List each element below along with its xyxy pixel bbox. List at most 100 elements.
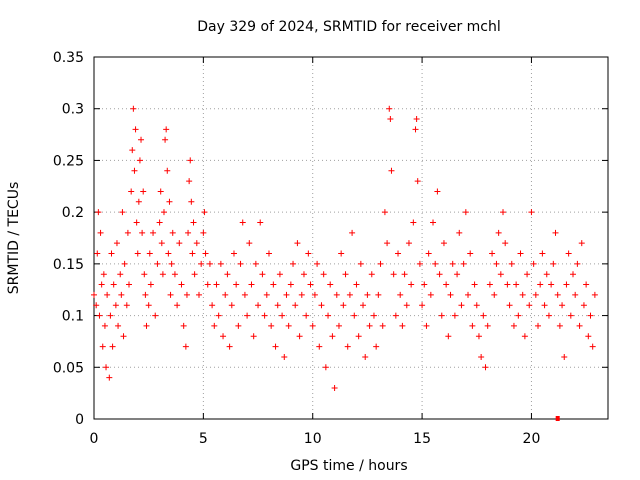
- chart-title: Day 329 of 2024, SRMTID for receiver mch…: [197, 19, 501, 35]
- data-point: [136, 157, 143, 164]
- data-point: [320, 271, 327, 278]
- data-point: [152, 312, 159, 319]
- data-point: [377, 260, 384, 267]
- data-point: [117, 271, 124, 278]
- data-point: [141, 271, 148, 278]
- data-point: [250, 333, 257, 340]
- data-point: [497, 271, 504, 278]
- data-point: [147, 281, 154, 288]
- data-point: [454, 271, 461, 278]
- data-point: [261, 312, 268, 319]
- data-point: [567, 312, 574, 319]
- data-point: [257, 219, 264, 226]
- data-point: [106, 374, 113, 381]
- data-point: [589, 343, 596, 350]
- data-point: [403, 302, 410, 309]
- x-tick-label: 20: [523, 431, 541, 447]
- data-point: [272, 343, 279, 350]
- data-point: [574, 260, 581, 267]
- x-axis-label: GPS time / hours: [290, 458, 407, 474]
- data-point: [554, 291, 561, 298]
- data-point: [392, 312, 399, 319]
- data-point: [130, 105, 137, 112]
- data-point: [395, 250, 402, 257]
- data-point: [124, 229, 131, 236]
- data-point: [432, 260, 439, 267]
- data-point: [355, 333, 362, 340]
- data-point: [405, 240, 412, 247]
- data-point: [100, 271, 107, 278]
- data-point: [329, 333, 336, 340]
- data-point: [370, 312, 377, 319]
- data-point: [239, 219, 246, 226]
- data-point: [357, 260, 364, 267]
- y-tick-label: 0.35: [53, 50, 84, 66]
- y-tick-label: 0: [75, 412, 84, 428]
- data-point: [307, 281, 314, 288]
- data-point: [201, 209, 208, 216]
- data-point: [340, 302, 347, 309]
- data-point: [167, 291, 174, 298]
- data-point: [213, 281, 220, 288]
- data-point: [113, 240, 120, 247]
- data-point: [107, 312, 114, 319]
- data-point: [427, 291, 434, 298]
- data-point: [180, 322, 187, 329]
- data-point-marker: [555, 416, 560, 421]
- data-point: [559, 302, 566, 309]
- data-point: [447, 291, 454, 298]
- data-point: [375, 291, 382, 298]
- data-point: [543, 271, 550, 278]
- data-point: [154, 260, 161, 267]
- data-point: [467, 250, 474, 257]
- data-point: [489, 250, 496, 257]
- data-point: [486, 281, 493, 288]
- data-point: [449, 260, 456, 267]
- data-point: [484, 322, 491, 329]
- data-point: [191, 271, 198, 278]
- data-point: [226, 343, 233, 350]
- data-point: [200, 229, 207, 236]
- data-point: [230, 250, 237, 257]
- data-point: [171, 271, 178, 278]
- data-point: [274, 302, 281, 309]
- data-point: [233, 281, 240, 288]
- data-point: [186, 178, 193, 185]
- data-point: [156, 219, 163, 226]
- data-point: [263, 291, 270, 298]
- data-point: [132, 126, 139, 133]
- data-point: [281, 353, 288, 360]
- data-point: [309, 322, 316, 329]
- data-point: [97, 229, 104, 236]
- data-point: [128, 188, 135, 195]
- data-point: [290, 260, 297, 267]
- data-point: [386, 105, 393, 112]
- data-point: [101, 322, 108, 329]
- data-point: [364, 291, 371, 298]
- data-point: [325, 312, 332, 319]
- data-point: [419, 302, 426, 309]
- data-point: [413, 116, 420, 123]
- y-tick-label: 0.2: [62, 205, 84, 221]
- data-point: [166, 198, 173, 205]
- data-point: [576, 322, 583, 329]
- data-point: [220, 333, 227, 340]
- data-point: [103, 364, 110, 371]
- data-point: [189, 250, 196, 257]
- data-point: [112, 302, 119, 309]
- data-point: [545, 312, 552, 319]
- data-point: [381, 209, 388, 216]
- data-point: [298, 291, 305, 298]
- data-point: [178, 281, 185, 288]
- data-point: [98, 281, 105, 288]
- data-point: [96, 312, 103, 319]
- data-point: [169, 229, 176, 236]
- data-point: [451, 312, 458, 319]
- y-tick-labels: 0 0.05 0.1 0.15 0.2 0.25 0.3 0.35: [53, 50, 84, 428]
- data-point: [535, 322, 542, 329]
- data-point: [572, 291, 579, 298]
- data-point: [174, 302, 181, 309]
- data-point: [508, 260, 515, 267]
- data-point: [353, 281, 360, 288]
